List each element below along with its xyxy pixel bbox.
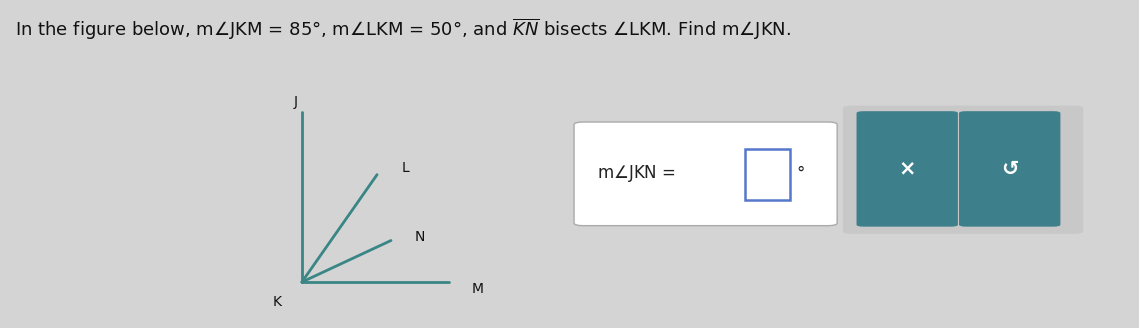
Text: L: L [402,161,409,175]
FancyBboxPatch shape [959,111,1060,227]
Text: ↺: ↺ [1001,159,1018,179]
FancyBboxPatch shape [745,149,790,200]
FancyBboxPatch shape [843,106,1083,234]
FancyBboxPatch shape [857,111,958,227]
FancyBboxPatch shape [574,122,837,226]
Text: M: M [472,282,484,296]
Text: m$\angle$JKN =: m$\angle$JKN = [597,163,678,184]
Text: ×: × [899,159,916,179]
Text: N: N [415,230,425,244]
Text: K: K [272,295,281,309]
Text: J: J [294,95,298,109]
Text: In the figure below, m$\angle$JKM = 85°, m$\angle$LKM = 50°, and $\overline{KN}$: In the figure below, m$\angle$JKM = 85°,… [15,16,790,42]
Text: °: ° [796,165,804,183]
